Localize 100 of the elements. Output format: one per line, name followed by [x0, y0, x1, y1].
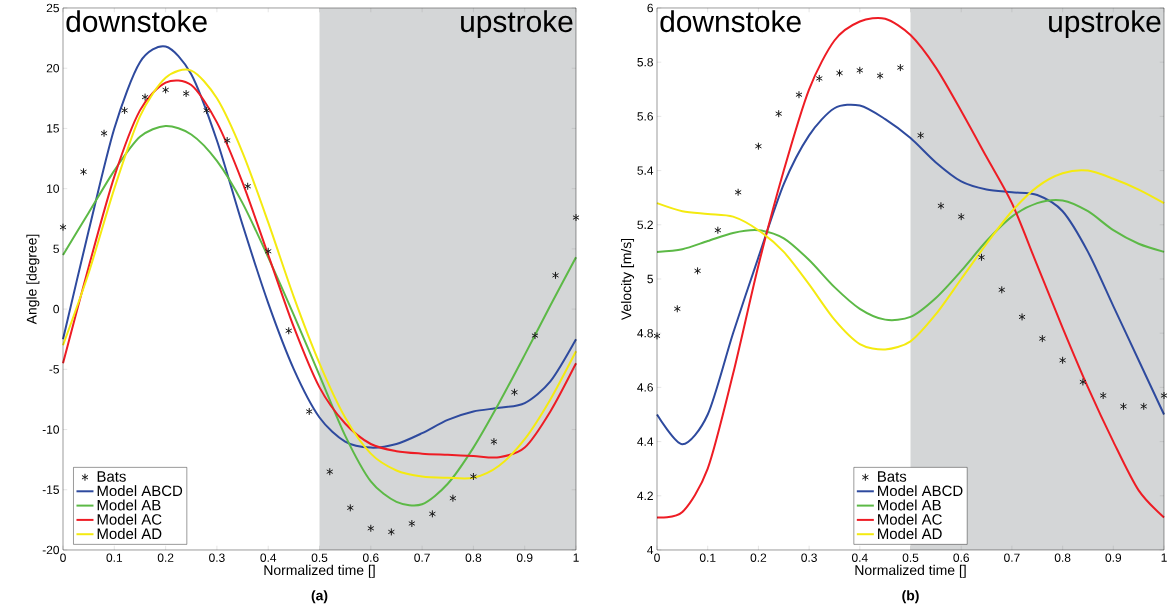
line-series — [656, 103, 1166, 446]
x-tick-label: 0.8 — [465, 553, 482, 562]
point — [1018, 312, 1026, 321]
x-axis-title: Normalized time [] — [855, 564, 966, 578]
y-tick-label: -10 — [42, 425, 60, 434]
legend-label: Model AD — [97, 528, 162, 540]
x-tick-label: 0.8 — [1054, 553, 1071, 562]
point — [182, 89, 190, 98]
y-tick-label: 4.8 — [637, 328, 653, 338]
point — [1099, 391, 1107, 400]
y-tick-label: 4.2 — [637, 491, 653, 500]
point — [1059, 356, 1067, 365]
point — [815, 74, 823, 83]
point — [264, 247, 272, 256]
point — [957, 212, 965, 221]
point — [428, 509, 436, 518]
text: (a) — [311, 590, 328, 604]
y-tick-label: 5 — [53, 244, 59, 254]
y-tick-label: 15 — [47, 124, 59, 133]
y-tick-label: -15 — [42, 485, 59, 494]
point — [367, 524, 375, 533]
x-tick-label: 0.1 — [106, 553, 123, 562]
point — [876, 71, 884, 80]
point — [162, 85, 170, 94]
legend-label: Model ABCD — [878, 485, 963, 497]
point — [775, 109, 783, 118]
text: (b) — [902, 590, 919, 604]
point — [917, 131, 925, 140]
point — [754, 142, 762, 151]
x-tick-label: 0.6 — [953, 553, 969, 562]
point — [551, 271, 560, 280]
x-tick-label: 0 — [60, 553, 66, 562]
line-series — [656, 169, 1166, 351]
y-tick-label: 10 — [47, 184, 60, 193]
x-tick-label: 0.4 — [260, 553, 277, 562]
point — [937, 201, 945, 210]
point — [305, 407, 313, 416]
point — [836, 69, 844, 78]
point — [223, 136, 231, 145]
point — [1079, 377, 1087, 386]
legend-label: Bats — [878, 471, 907, 482]
legend-label: Model AB — [878, 499, 941, 511]
point — [795, 90, 803, 99]
point — [653, 331, 661, 340]
y-tick-label: 0 — [53, 304, 60, 314]
point — [80, 167, 88, 176]
x-tick-label: 0.6 — [362, 553, 379, 562]
y-tick-label: 25 — [46, 3, 59, 13]
point — [1119, 402, 1127, 411]
point — [734, 188, 742, 197]
point — [998, 285, 1006, 294]
point — [121, 106, 129, 115]
y-tick-label: 5.6 — [637, 112, 653, 121]
x-tick-label: 1 — [1161, 553, 1167, 562]
point — [896, 63, 904, 72]
legend-label: Model AC — [878, 513, 942, 525]
legend-label: Model AB — [97, 499, 161, 511]
y-tick-label: 6 — [647, 3, 653, 13]
y-tick-label: -5 — [49, 365, 59, 374]
x-tick-label: 0.1 — [699, 553, 716, 562]
y-tick-label: 5.8 — [637, 57, 653, 67]
point — [977, 253, 986, 262]
point — [100, 129, 108, 138]
y-tick-label: 5.2 — [637, 220, 653, 230]
point — [469, 472, 477, 481]
annotation: upstroke — [1049, 10, 1161, 39]
point — [1038, 334, 1046, 343]
point — [203, 106, 211, 115]
y-tick-label: 5.4 — [637, 166, 654, 175]
point — [285, 326, 293, 335]
x-tick-label: 0.9 — [1105, 553, 1122, 562]
annotation: upstroke — [461, 10, 573, 39]
y-axis-title: Angle [degree] — [26, 234, 40, 325]
x-tick-label: 0.7 — [414, 553, 430, 562]
legend-label: Model AD — [878, 528, 942, 540]
point — [531, 331, 539, 340]
x-tick-label: 0.9 — [516, 553, 533, 562]
point — [510, 388, 518, 397]
point — [572, 213, 580, 222]
x-tick-label: 0.7 — [1004, 553, 1020, 562]
x-axis-title: Normalized time [] — [264, 564, 375, 578]
annotation: downstoke — [66, 10, 207, 33]
x-tick-label: 1 — [573, 553, 579, 562]
y-tick-label: 4.6 — [637, 383, 653, 392]
point — [490, 437, 498, 446]
x-tick-label: 0 — [654, 553, 660, 562]
x-tick-label: 0.5 — [311, 553, 328, 562]
point — [326, 467, 334, 476]
line-series — [656, 199, 1166, 322]
y-axis-title: Velocity [m/s] — [621, 238, 635, 320]
point — [714, 226, 722, 235]
point — [1160, 391, 1168, 400]
y-tick-label: -20 — [42, 545, 60, 555]
y-tick-label: 5 — [647, 274, 653, 284]
legend-label: Model ABCD — [97, 485, 183, 497]
x-tick-label: 0.2 — [750, 553, 767, 562]
point — [387, 527, 395, 536]
y-tick-label: 4 — [647, 545, 654, 555]
y-tick-label: 4.4 — [637, 437, 654, 446]
point — [244, 182, 252, 191]
